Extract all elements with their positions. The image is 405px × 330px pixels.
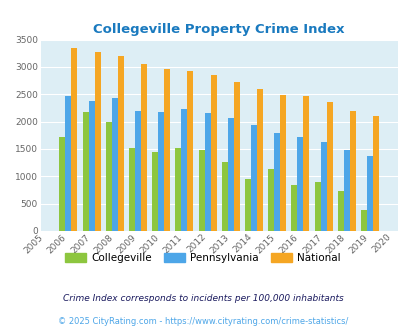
- Bar: [326, 102, 332, 231]
- Text: © 2025 CityRating.com - https://www.cityrating.com/crime-statistics/: © 2025 CityRating.com - https://www.city…: [58, 317, 347, 326]
- Text: Crime Index corresponds to incidents per 100,000 inhabitants: Crime Index corresponds to incidents per…: [62, 294, 343, 303]
- Bar: [349, 111, 355, 231]
- Bar: [135, 111, 141, 231]
- Bar: [82, 112, 88, 231]
- Bar: [372, 116, 378, 231]
- Bar: [94, 52, 100, 231]
- Bar: [366, 156, 372, 231]
- Bar: [181, 109, 187, 231]
- Bar: [164, 69, 170, 231]
- Bar: [250, 125, 256, 231]
- Title: Collegeville Property Crime Index: Collegeville Property Crime Index: [93, 23, 344, 36]
- Bar: [291, 184, 297, 231]
- Bar: [343, 149, 349, 231]
- Bar: [360, 210, 366, 231]
- Bar: [111, 98, 117, 231]
- Bar: [141, 64, 147, 231]
- Bar: [279, 95, 286, 231]
- Bar: [227, 118, 233, 231]
- Bar: [198, 149, 204, 231]
- Bar: [117, 56, 124, 231]
- Bar: [59, 137, 65, 231]
- Bar: [210, 75, 216, 231]
- Bar: [268, 169, 273, 231]
- Bar: [244, 179, 250, 231]
- Bar: [175, 148, 181, 231]
- Bar: [129, 148, 135, 231]
- Bar: [106, 122, 111, 231]
- Bar: [314, 182, 320, 231]
- Bar: [71, 49, 77, 231]
- Bar: [297, 138, 303, 231]
- Legend: Collegeville, Pennsylvania, National: Collegeville, Pennsylvania, National: [61, 248, 344, 267]
- Bar: [256, 89, 262, 231]
- Bar: [303, 96, 309, 231]
- Bar: [273, 133, 279, 231]
- Bar: [152, 152, 158, 231]
- Bar: [233, 82, 239, 231]
- Bar: [221, 162, 227, 231]
- Bar: [187, 71, 193, 231]
- Bar: [158, 112, 164, 231]
- Bar: [204, 114, 210, 231]
- Bar: [88, 101, 94, 231]
- Bar: [337, 191, 343, 231]
- Bar: [65, 96, 71, 231]
- Bar: [320, 142, 326, 231]
